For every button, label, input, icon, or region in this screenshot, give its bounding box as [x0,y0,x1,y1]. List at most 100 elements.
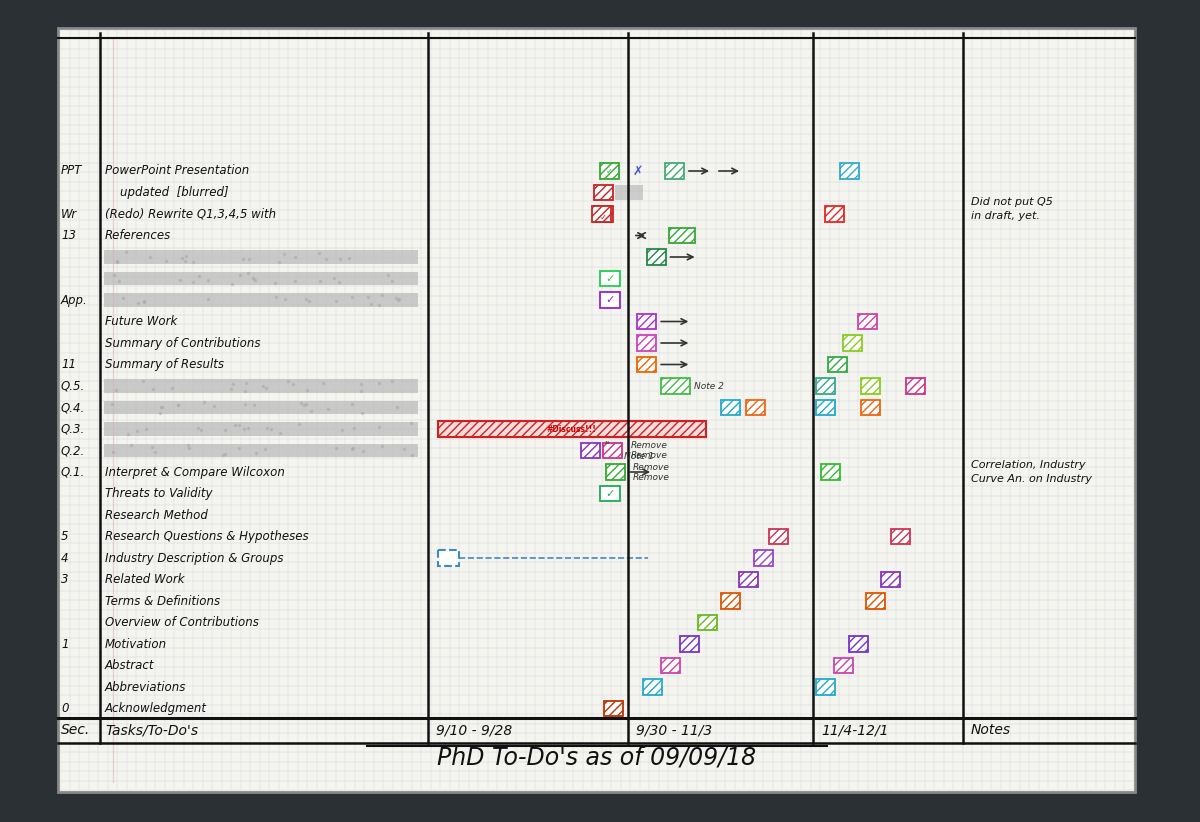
Text: Research Method: Research Method [106,509,208,521]
Bar [438,422,706,436]
Text: Q.4.: Q.4. [61,401,85,414]
Bar [661,658,680,673]
Text: 11: 11 [61,358,76,371]
Text: Related Work: Related Work [106,573,185,586]
Bar [890,529,910,544]
Text: Q.1.: Q.1. [61,465,85,478]
Text: ✓: ✓ [605,295,614,305]
Text: Did not put Q5
in draft, yet.: Did not put Q5 in draft, yet. [971,197,1052,221]
Bar [769,529,787,544]
Bar [600,164,618,178]
Bar [581,443,600,458]
Bar [668,228,695,243]
Bar [614,185,643,200]
Bar [602,443,622,458]
Text: ✓: ✓ [606,167,612,176]
Text: ✗: ✗ [632,164,643,178]
Text: Correlation, Industry
Curve An. on Industry: Correlation, Industry Curve An. on Indus… [971,460,1092,484]
Text: Threats to Validity: Threats to Validity [106,487,212,500]
Bar [842,335,862,350]
Bar [637,314,656,329]
Text: Q.5.: Q.5. [61,380,85,392]
Bar [58,28,1135,792]
Bar [643,680,662,695]
Text: Note 1: Note 1 [624,452,653,461]
Text: PPT: PPT [61,164,83,178]
Bar [865,593,884,608]
Text: Remove: Remove [631,451,668,460]
Bar [104,401,418,414]
Text: Remove: Remove [634,473,670,482]
Bar [600,271,620,286]
Text: #Discuss!!!: #Discuss!!! [547,424,596,433]
Text: Interpret & Compare Wilcoxon: Interpret & Compare Wilcoxon [106,465,284,478]
Bar [858,314,877,329]
Text: PowerPoint Presentation: PowerPoint Presentation [106,164,250,178]
Bar [647,249,666,265]
Text: References: References [106,229,172,242]
Text: 11/4-12/1: 11/4-12/1 [821,723,888,737]
Text: Future Work: Future Work [106,315,178,328]
Text: 9/10 - 9/28: 9/10 - 9/28 [436,723,512,737]
Bar [679,636,698,652]
Bar [826,206,844,221]
Text: 9/30 - 11/3: 9/30 - 11/3 [636,723,713,737]
Text: Abstract: Abstract [106,659,155,672]
Text: Wr: Wr [61,207,77,220]
Text: Summary of Contributions: Summary of Contributions [106,336,260,349]
Bar [104,251,418,264]
Bar [881,572,900,587]
Text: Notes: Notes [971,723,1012,737]
Text: 0: 0 [61,702,68,715]
Text: ✓: ✓ [605,274,614,284]
Bar [637,357,656,372]
Bar [720,593,739,608]
Bar [906,378,925,394]
Text: updated  [blurred]: updated [blurred] [106,186,229,199]
Text: ": " [605,441,610,450]
Bar [850,636,868,652]
Bar [840,164,859,178]
Bar [604,701,623,716]
Bar [821,464,840,479]
Bar [438,551,458,566]
Text: Overview of Contributions: Overview of Contributions [106,616,259,629]
Text: Industry Description & Groups: Industry Description & Groups [106,552,283,565]
Text: Note 2: Note 2 [694,381,724,390]
Text: ✓: ✓ [605,488,614,498]
Bar [600,293,620,307]
Bar [739,572,758,587]
Bar [592,206,611,221]
Bar [745,400,764,415]
Bar [720,400,739,415]
Text: 5: 5 [61,530,68,543]
Text: Remove: Remove [634,463,670,472]
Text: Abbreviations: Abbreviations [106,681,186,694]
Text: 3: 3 [61,573,68,586]
Text: App.: App. [61,293,88,307]
Bar [104,423,418,436]
Text: Acknowledgment: Acknowledgment [106,702,208,715]
Bar [828,357,847,372]
Text: Q.2.: Q.2. [61,444,85,457]
Bar [862,378,880,394]
Text: 1: 1 [61,638,68,650]
Text: Terms & Definitions: Terms & Definitions [106,594,220,607]
Bar [816,680,835,695]
Text: PhD To-Do's as of 09/09/18: PhD To-Do's as of 09/09/18 [437,745,756,769]
Text: (Redo) Rewrite Q1,3,4,5 with: (Redo) Rewrite Q1,3,4,5 with [106,207,276,220]
Bar [600,486,620,501]
Bar [637,335,656,350]
Text: Motivation: Motivation [106,638,167,650]
Bar [816,400,835,415]
Text: Tasks/To-Do's: Tasks/To-Do's [106,723,198,737]
Bar [104,444,418,457]
Bar [665,164,684,178]
Text: Summary of Results: Summary of Results [106,358,224,371]
Text: Q.3.: Q.3. [61,423,85,436]
Bar [104,379,418,393]
Text: Research Questions & Hypotheses: Research Questions & Hypotheses [106,530,308,543]
Bar [594,185,613,200]
Bar [754,551,773,566]
Bar [834,658,853,673]
